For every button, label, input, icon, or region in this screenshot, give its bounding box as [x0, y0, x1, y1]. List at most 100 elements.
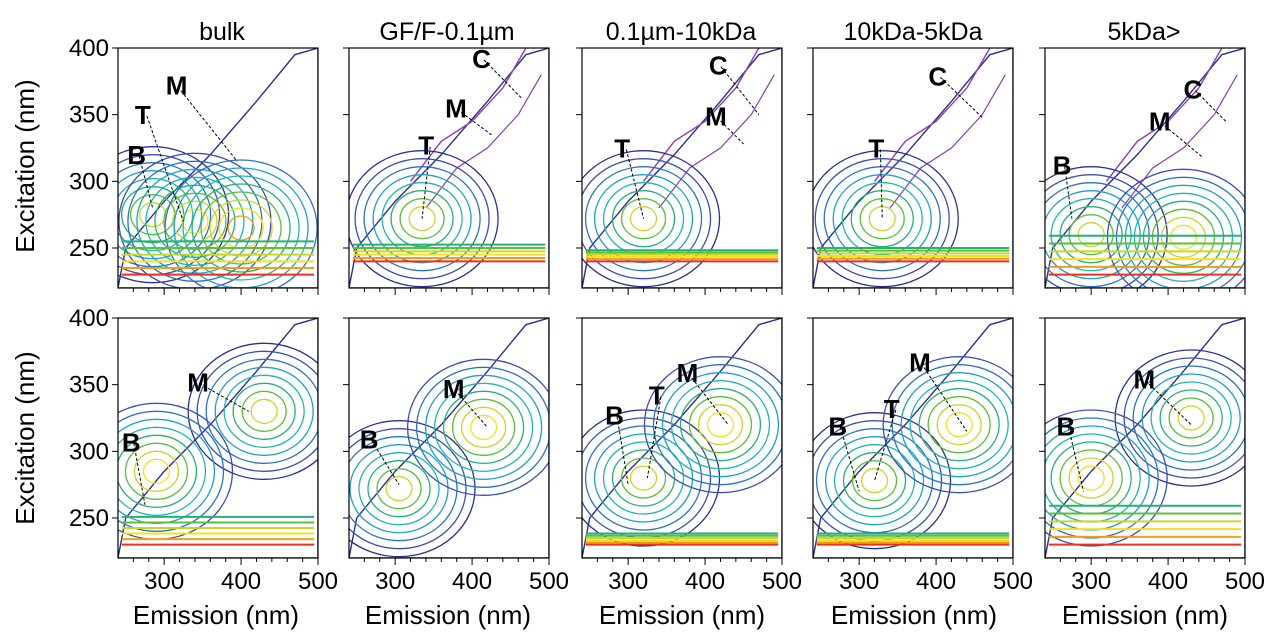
contour-body — [118, 318, 318, 558]
peak-label-B: B — [360, 425, 379, 455]
x-tick-label: 300 — [1071, 568, 1111, 595]
contour-ring — [706, 412, 735, 438]
peak-label-B: B — [127, 140, 146, 170]
peak-label-B: B — [122, 427, 141, 457]
contour-ring — [582, 409, 721, 547]
peak-leader — [454, 389, 488, 428]
contour-ring — [1045, 174, 1159, 288]
contour-ring — [1050, 198, 1132, 272]
contour-ring — [611, 190, 676, 248]
contour-ring — [891, 364, 1013, 486]
panel-frame — [117, 317, 319, 559]
peak-label-C: C — [928, 61, 947, 91]
peak-label-C: C — [472, 44, 491, 74]
contour-upper-1 — [873, 48, 991, 182]
panel-r1-c4: CT — [807, 47, 1014, 295]
contour-envelope — [813, 318, 1013, 558]
contour-ring — [399, 198, 445, 240]
contour-ring — [133, 450, 180, 492]
contour-ring — [196, 350, 318, 472]
contour-ring — [813, 150, 959, 288]
peak-leader — [1145, 380, 1192, 426]
contour-ring — [367, 460, 431, 518]
x-tick-label: 400 — [1148, 568, 1188, 595]
contour-ring — [882, 356, 1013, 494]
contour-body — [582, 48, 782, 288]
x-tick-label: 500 — [298, 568, 338, 595]
contour-body — [813, 48, 1013, 288]
contour-ring — [182, 175, 300, 281]
panel-r1-c3: CM T — [576, 47, 783, 295]
peak-leader — [920, 363, 968, 432]
contour-body — [349, 318, 549, 558]
contour-ring — [1133, 192, 1234, 282]
y-tick-label: 350 — [69, 102, 109, 129]
y-axis-labels: Excitation (nm) Excitation (nm) — [10, 79, 40, 524]
peak-leader — [720, 66, 760, 115]
panel-r1-c2: CMT — [343, 44, 550, 295]
contour-ring — [629, 206, 658, 232]
contour-ring — [833, 444, 916, 518]
contour-ring — [118, 170, 203, 260]
panel-frame — [812, 317, 1014, 559]
peak-leader — [1160, 122, 1204, 158]
peak-leader — [879, 149, 883, 219]
contour-ring — [1106, 168, 1245, 288]
contour-envelope — [1045, 318, 1245, 558]
panel-r1-c1: 250 300 350 400 MTB — [69, 35, 319, 295]
contour-ring — [372, 174, 472, 264]
x-axis-label-1: Emission (nm) — [133, 600, 299, 630]
contour-ring — [442, 390, 525, 464]
contour-ring — [688, 396, 753, 454]
peak-label-T: T — [614, 133, 630, 163]
y-axis-label-top: Excitation (nm) — [10, 79, 40, 252]
contour-ring — [118, 178, 194, 252]
contour-ring — [181, 208, 209, 234]
peak-label-C: C — [1183, 75, 1202, 105]
contour-ring — [936, 404, 982, 446]
x-tick-label: 400 — [685, 568, 725, 595]
contour-ring — [1045, 433, 1141, 523]
x-axis-label-4: Emission (nm) — [831, 600, 997, 630]
contour-ring — [823, 166, 941, 272]
contour-ring — [1114, 349, 1245, 487]
contour-ring — [1045, 417, 1159, 539]
contour-ring — [1045, 166, 1168, 288]
peak-leader — [138, 155, 154, 209]
y-axis-label-bottom: Excitation (nm) — [10, 351, 40, 524]
contour-ring — [209, 199, 273, 257]
contour-ring — [1151, 208, 1216, 266]
contour-envelope — [1045, 48, 1245, 288]
contour-ring — [118, 434, 198, 508]
peak-label-M: M — [445, 93, 467, 123]
contour-ring — [620, 457, 667, 499]
contour-ring — [1177, 405, 1205, 431]
contour-ring — [363, 166, 481, 272]
peak-label-M: M — [166, 71, 188, 101]
contour-ring — [832, 174, 932, 264]
y-tick-label: 250 — [69, 235, 109, 262]
contour-ring — [214, 366, 314, 456]
contour-ring — [118, 410, 225, 532]
peak-leader — [421, 146, 431, 219]
contour-ring — [227, 215, 255, 241]
contour-ring — [1045, 190, 1141, 280]
contour-ring — [390, 190, 454, 248]
contour-ring — [358, 452, 440, 526]
panel-frame — [581, 47, 783, 289]
panel-r2-c5: 300 400 500 M B — [1039, 317, 1265, 595]
contour-ring — [918, 388, 1000, 462]
peak-label-T: T — [884, 394, 900, 424]
contour-upper-1 — [642, 48, 760, 182]
contour-ring — [850, 190, 914, 248]
x-axis-label-3: Emission (nm) — [599, 600, 765, 630]
peak-label-T: T — [418, 131, 434, 161]
contour-upper-2 — [658, 74, 775, 209]
contour-ring — [1150, 381, 1232, 455]
contour-body — [349, 48, 549, 288]
panel-frame — [1044, 317, 1246, 559]
peak-label-M: M — [909, 347, 931, 377]
contour-ring — [173, 167, 309, 288]
